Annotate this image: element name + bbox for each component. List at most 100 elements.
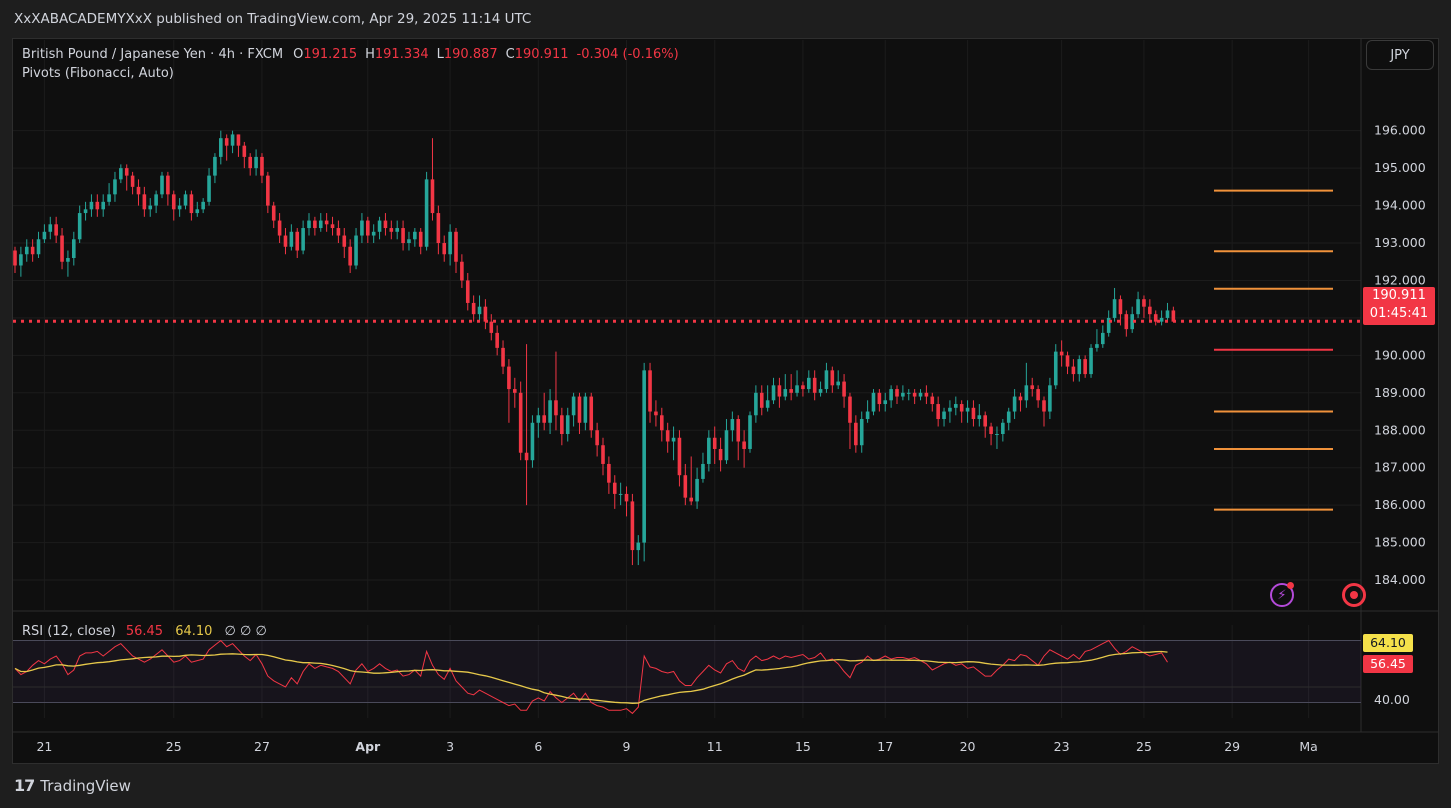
- candle-body: [19, 254, 23, 266]
- candle-body: [136, 186, 141, 195]
- price-axis-label: 192.000: [1374, 272, 1426, 287]
- candle-body: [171, 194, 176, 210]
- candle-body: [1071, 366, 1076, 375]
- candle-body: [430, 179, 435, 214]
- candle-body: [642, 370, 646, 543]
- rsi-title[interactable]: RSI (12, close): [22, 624, 116, 639]
- candle-body: [66, 258, 70, 262]
- candle-body: [683, 475, 688, 498]
- candle-body: [736, 419, 741, 442]
- candle-body: [930, 396, 935, 405]
- currency-button[interactable]: JPY: [1366, 40, 1434, 70]
- candle-body: [148, 205, 153, 210]
- candle-body: [1118, 299, 1123, 315]
- time-axis-label: 11: [707, 739, 723, 754]
- candle-body: [795, 385, 799, 393]
- low-value: 190.887: [443, 47, 498, 62]
- price-axis-label: 194.000: [1374, 198, 1426, 213]
- candle-body: [407, 239, 411, 244]
- candle-body: [859, 419, 864, 446]
- candle-body: [213, 156, 217, 176]
- candle-body: [189, 194, 194, 214]
- candle-body: [483, 306, 488, 322]
- candle-body: [524, 452, 529, 461]
- candle-body: [995, 434, 999, 435]
- candle-body: [989, 426, 993, 434]
- candle-body: [895, 389, 899, 397]
- candle-body: [318, 220, 323, 229]
- candle-body: [636, 542, 641, 551]
- candle-body: [201, 201, 205, 210]
- candle-body: [1142, 299, 1146, 307]
- candle-body: [983, 415, 987, 427]
- price-axis-label: 189.000: [1374, 385, 1426, 400]
- candle-body: [1012, 396, 1017, 412]
- candle-body: [89, 201, 94, 210]
- candle-body: [342, 235, 347, 247]
- pivots-indicator-label[interactable]: Pivots (Fibonacci, Auto): [22, 66, 174, 81]
- candle-body: [177, 205, 182, 210]
- candle-body: [72, 239, 76, 258]
- candle-body: [601, 445, 605, 464]
- price-axis-label: 188.000: [1374, 422, 1426, 437]
- candle-body: [889, 389, 893, 401]
- candle-body: [724, 430, 729, 461]
- candle-body: [124, 168, 129, 176]
- candle-body: [83, 209, 88, 214]
- footer-brand[interactable]: 17 TradingView: [14, 776, 131, 795]
- candle-body: [612, 482, 617, 494]
- candle-body: [830, 370, 835, 386]
- candle-body: [824, 370, 829, 390]
- candle-body: [77, 213, 82, 240]
- price-axis-label: 184.000: [1374, 572, 1426, 587]
- time-axis-label: 25: [1136, 739, 1152, 754]
- candle-body: [1159, 317, 1164, 322]
- candle-body: [495, 332, 499, 348]
- last-price-tag: 190.911 01:45:41: [1363, 287, 1435, 325]
- candle-body: [1001, 422, 1005, 434]
- candle-body: [871, 392, 876, 412]
- candle-body: [742, 441, 746, 449]
- candle-body: [1106, 317, 1111, 333]
- candle-body: [266, 175, 270, 206]
- candle-body: [1065, 355, 1070, 367]
- published-caption: XxXABACADEMYXxX published on TradingView…: [14, 11, 532, 27]
- candle-body: [571, 396, 576, 416]
- candle-body: [413, 231, 417, 240]
- candle-body: [801, 385, 805, 390]
- candle-body: [107, 194, 111, 202]
- record-icon[interactable]: [1342, 583, 1366, 607]
- candle-body: [113, 179, 117, 195]
- candle-body: [707, 437, 711, 464]
- candle-body: [1036, 389, 1040, 401]
- symbol-title[interactable]: British Pound / Japanese Yen · 4h · FXCM: [22, 47, 284, 62]
- candle-body: [560, 415, 564, 434]
- candle-body: [1171, 310, 1176, 322]
- candle-body: [730, 419, 735, 431]
- candle-body: [254, 156, 258, 169]
- candle-body: [36, 239, 41, 255]
- candle-body: [918, 392, 923, 397]
- candle-body: [530, 422, 535, 461]
- flash-icon[interactable]: ⚡: [1270, 583, 1294, 607]
- candle-body: [166, 175, 170, 195]
- change-value: -0.304 (-0.16%): [576, 47, 679, 62]
- candle-body: [119, 168, 123, 180]
- time-axis-label: 3: [446, 739, 454, 754]
- candle-body: [865, 411, 870, 420]
- candle-body: [595, 430, 599, 446]
- candle-body: [283, 235, 288, 247]
- candle-body: [95, 201, 100, 210]
- candle-body: [554, 400, 558, 416]
- candle-body: [348, 246, 352, 266]
- notification-dot: [1287, 582, 1294, 589]
- price-axis-label: 195.000: [1374, 160, 1426, 175]
- candle-body: [260, 156, 264, 176]
- candle-body: [142, 194, 147, 210]
- candle-body: [789, 389, 793, 393]
- candle-body: [1130, 314, 1134, 330]
- candle-body: [748, 415, 752, 449]
- price-axis-label: 193.000: [1374, 235, 1426, 250]
- candle-body: [207, 175, 211, 202]
